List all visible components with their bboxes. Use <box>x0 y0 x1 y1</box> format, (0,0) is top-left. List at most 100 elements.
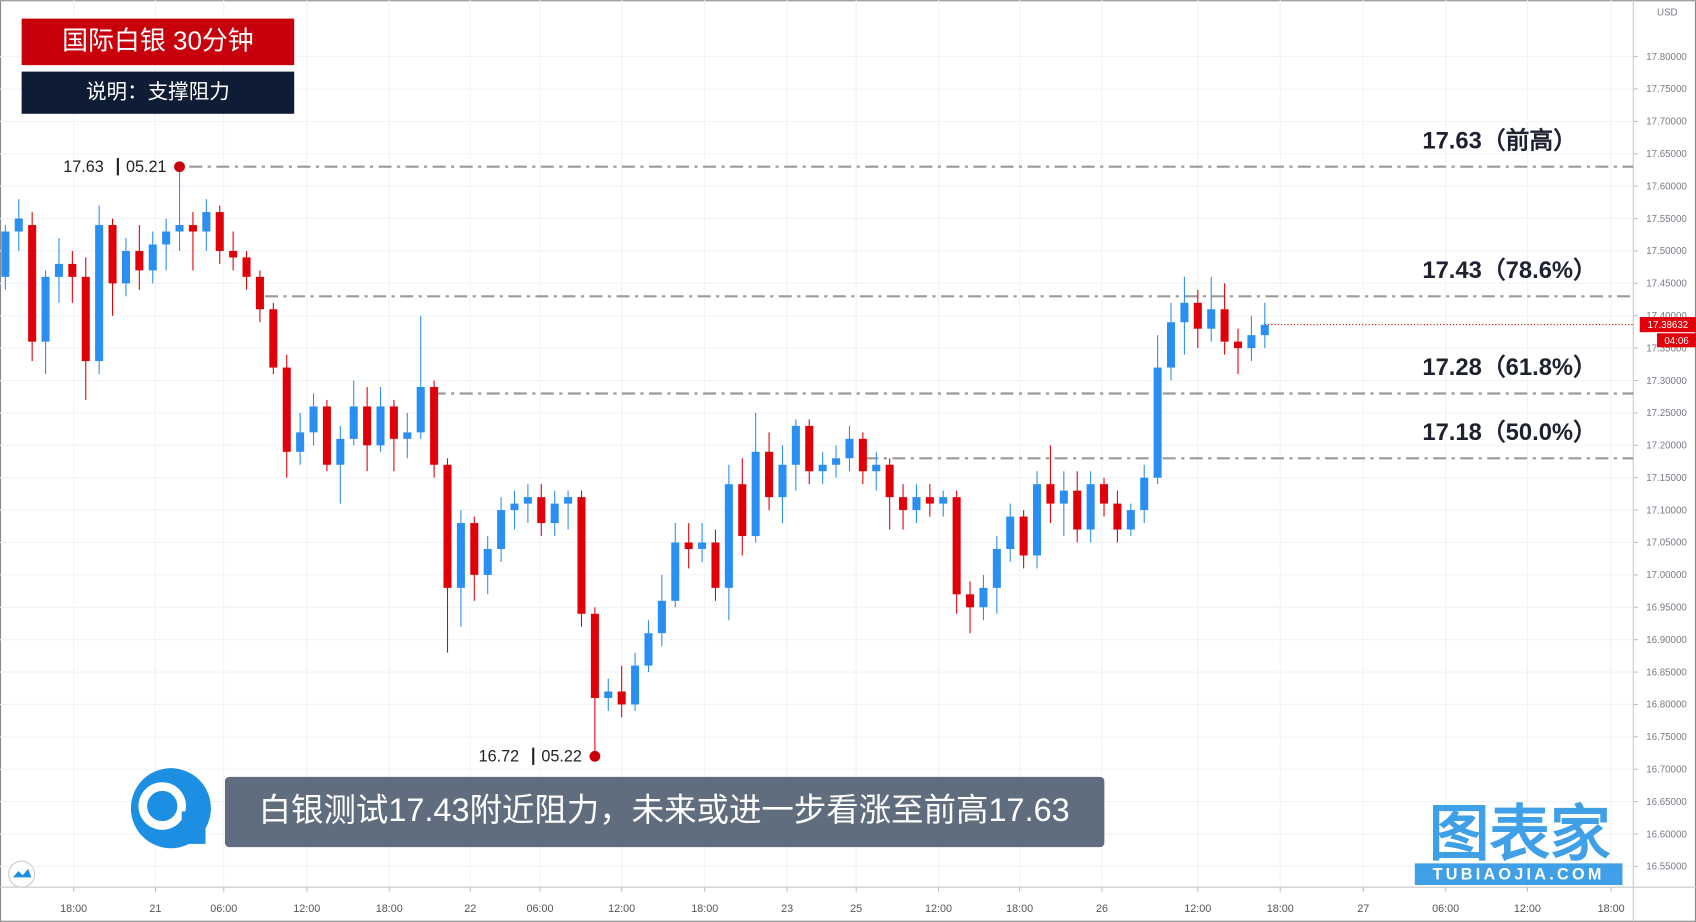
x-tick-label: 21 <box>149 903 161 915</box>
candle-body <box>309 406 318 433</box>
candle-body <box>41 276 50 342</box>
y-tick-label: 17.70000 <box>1646 117 1687 128</box>
candle-body <box>738 484 747 537</box>
candle-body <box>81 276 90 362</box>
candle-body <box>497 510 506 549</box>
candle-body <box>1153 367 1162 478</box>
candle-body <box>430 387 439 465</box>
candle-body <box>456 523 465 588</box>
candle-body <box>1207 309 1216 329</box>
candle-body <box>269 309 278 368</box>
candle-body <box>1193 302 1202 329</box>
watermark-band <box>1414 863 1623 885</box>
candle-body <box>657 600 666 634</box>
candle-body <box>1046 484 1055 504</box>
candle-body <box>229 250 238 258</box>
x-tick-label: 06:00 <box>210 903 237 915</box>
candle-body <box>885 464 894 498</box>
candle-body <box>832 458 841 465</box>
candle-body <box>296 432 305 452</box>
candle-body <box>671 542 680 601</box>
candle-body <box>684 542 693 549</box>
y-tick-label: 16.75000 <box>1646 732 1687 743</box>
candle-body <box>1059 490 1068 504</box>
y-tick-label: 17.45000 <box>1646 279 1687 290</box>
candle-body <box>242 257 251 277</box>
candle-body <box>1220 309 1229 342</box>
y-tick-label: 16.60000 <box>1646 829 1687 840</box>
x-tick-label: 12:00 <box>293 903 320 915</box>
candle-body <box>416 387 425 433</box>
y-tick-label: 17.75000 <box>1646 84 1687 95</box>
candle-body <box>992 548 1001 588</box>
last-price-label: 17.38632 <box>1648 320 1689 331</box>
candle-body <box>403 432 412 439</box>
y-tick-label: 17.50000 <box>1646 246 1687 257</box>
y-tick-label: 16.80000 <box>1646 700 1687 711</box>
y-tick-label: 17.35000 <box>1646 343 1687 354</box>
candle-body <box>1 231 10 277</box>
extreme-dot <box>589 750 601 762</box>
candle-body <box>135 250 144 271</box>
candle-body <box>188 225 197 232</box>
candle-body <box>925 497 934 504</box>
annotation-box <box>224 776 1105 848</box>
y-tick-label: 17.80000 <box>1646 52 1687 63</box>
y-tick-label: 16.90000 <box>1646 635 1687 646</box>
y-tick-label: 17.55000 <box>1646 214 1687 225</box>
candle-body <box>202 212 211 232</box>
logo-mark <box>12 868 32 878</box>
x-tick-label: 18:00 <box>1598 903 1625 915</box>
candle-body <box>1233 341 1243 349</box>
extreme-dot <box>174 161 185 173</box>
candle-body <box>162 231 171 245</box>
candle-body <box>858 438 867 472</box>
subtitle-box <box>21 71 295 114</box>
candle-body <box>778 464 787 498</box>
y-tick-label: 16.55000 <box>1646 862 1687 873</box>
candle-body <box>1033 484 1042 556</box>
title-box <box>21 18 295 66</box>
candle-body <box>1100 484 1109 504</box>
x-tick-label: 12:00 <box>925 903 952 915</box>
annotation: 白银测试17.43附近阻力，未来或进一步看涨至前高17.63 <box>259 792 1070 828</box>
candle-body <box>1073 490 1082 530</box>
extreme-date: 05.21 <box>126 158 167 176</box>
y-tick-label: 17.65000 <box>1646 149 1687 160</box>
y-tick-label: 17.15000 <box>1646 473 1687 484</box>
candle-body <box>979 587 988 608</box>
candle-body <box>550 503 559 524</box>
x-tick-label: 25 <box>850 903 862 915</box>
y-tick-label: 17.05000 <box>1646 538 1687 549</box>
candle-body <box>1086 484 1095 530</box>
level-label: 17.28（61.8%） <box>1422 354 1597 381</box>
chart-subtitle: 说明：支撑阻力 <box>86 81 230 104</box>
candle-body <box>510 503 519 511</box>
candle-body <box>255 276 264 310</box>
candle-body <box>644 633 653 666</box>
candle-body <box>751 451 760 537</box>
x-tick-label: 23 <box>781 903 793 915</box>
candle-body <box>1006 516 1015 549</box>
candle-body <box>805 425 814 472</box>
currency: USD <box>1657 7 1678 18</box>
y-tick-label: 17.00000 <box>1646 570 1687 581</box>
candle-body <box>68 263 77 277</box>
candle-body <box>845 438 854 459</box>
candle-body <box>95 225 104 362</box>
level-label: 17.43（78.6%） <box>1422 257 1597 284</box>
candle-body <box>363 406 372 446</box>
candle-body <box>899 497 908 511</box>
candle-body <box>322 406 331 465</box>
candle-body <box>282 367 291 452</box>
last-price-box <box>1639 317 1696 333</box>
candle-body <box>1247 335 1256 349</box>
candle-body <box>54 263 63 277</box>
candle-body <box>108 225 117 284</box>
x-tick-label: 26 <box>1096 903 1108 915</box>
candle-body <box>483 548 492 575</box>
x-tick-label: 12:00 <box>608 903 635 915</box>
x-tick-label: 22 <box>464 903 476 915</box>
